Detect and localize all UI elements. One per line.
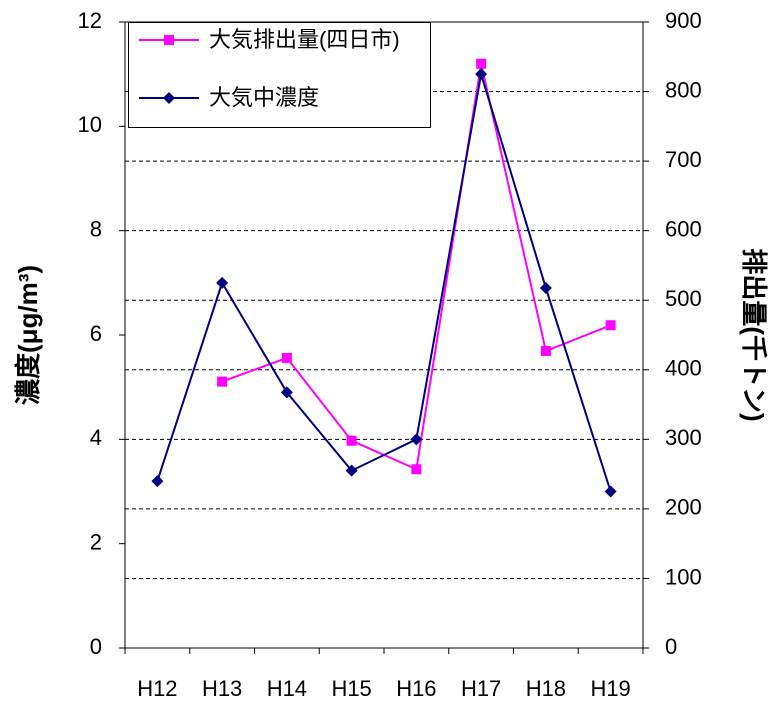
marker [539, 282, 552, 295]
marker [605, 320, 616, 331]
x-tick-label: H15 [331, 676, 371, 701]
legend-swatch [139, 35, 199, 45]
y2-tick-label: 200 [665, 495, 702, 520]
y2-tick-label: 0 [665, 634, 677, 659]
y2-tick-label: 600 [665, 216, 702, 241]
marker [476, 58, 487, 69]
y2-tick-label: 800 [665, 77, 702, 102]
y-tick-label: 6 [90, 321, 102, 346]
marker [280, 386, 293, 399]
x-tick-label: H13 [202, 676, 242, 701]
x-tick-label: H12 [137, 676, 177, 701]
y-tick-label: 12 [78, 8, 102, 33]
x-tick-label: H19 [590, 676, 630, 701]
x-tick-label: H14 [267, 676, 307, 701]
y2-tick-label: 400 [665, 356, 702, 381]
y2-tick-label: 900 [665, 8, 702, 33]
y2-tick-label: 700 [665, 147, 702, 172]
y-tick-label: 0 [90, 634, 102, 659]
y2-tick-label: 300 [665, 425, 702, 450]
legend-entry: 大気中濃度 [129, 85, 419, 111]
y-tick-label: 4 [90, 425, 102, 450]
x-tick-label: H18 [526, 676, 566, 701]
y2-axis-title: 排出量(千トン) [739, 248, 769, 421]
y-axis-title: 濃度(μg/m³) [13, 265, 43, 405]
legend: 大気排出量(四日市) 大気中濃度 [128, 22, 431, 128]
series-line [156, 73, 612, 492]
legend-label: 大気中濃度 [209, 85, 320, 110]
marker [410, 433, 423, 446]
y-tick-label: 8 [90, 216, 102, 241]
y-tick-label: 2 [90, 529, 102, 554]
legend-marker [164, 35, 174, 45]
marker [217, 376, 228, 387]
marker [346, 435, 357, 446]
y-tick-label: 10 [78, 112, 102, 137]
marker [345, 464, 358, 477]
marker [540, 345, 551, 356]
marker [604, 485, 617, 498]
x-tick-label: H17 [461, 676, 501, 701]
legend-swatch [139, 92, 199, 104]
marker [151, 475, 164, 488]
y2-tick-label: 100 [665, 564, 702, 589]
y2-tick-label: 500 [665, 286, 702, 311]
legend-marker [163, 92, 175, 104]
marker [281, 352, 292, 363]
legend-entry: 大気排出量(四日市) [129, 27, 419, 53]
marker [475, 68, 488, 81]
legend-label: 大気排出量(四日市) [209, 27, 400, 52]
marker [411, 464, 422, 475]
marker [216, 276, 229, 289]
x-tick-label: H16 [396, 676, 436, 701]
